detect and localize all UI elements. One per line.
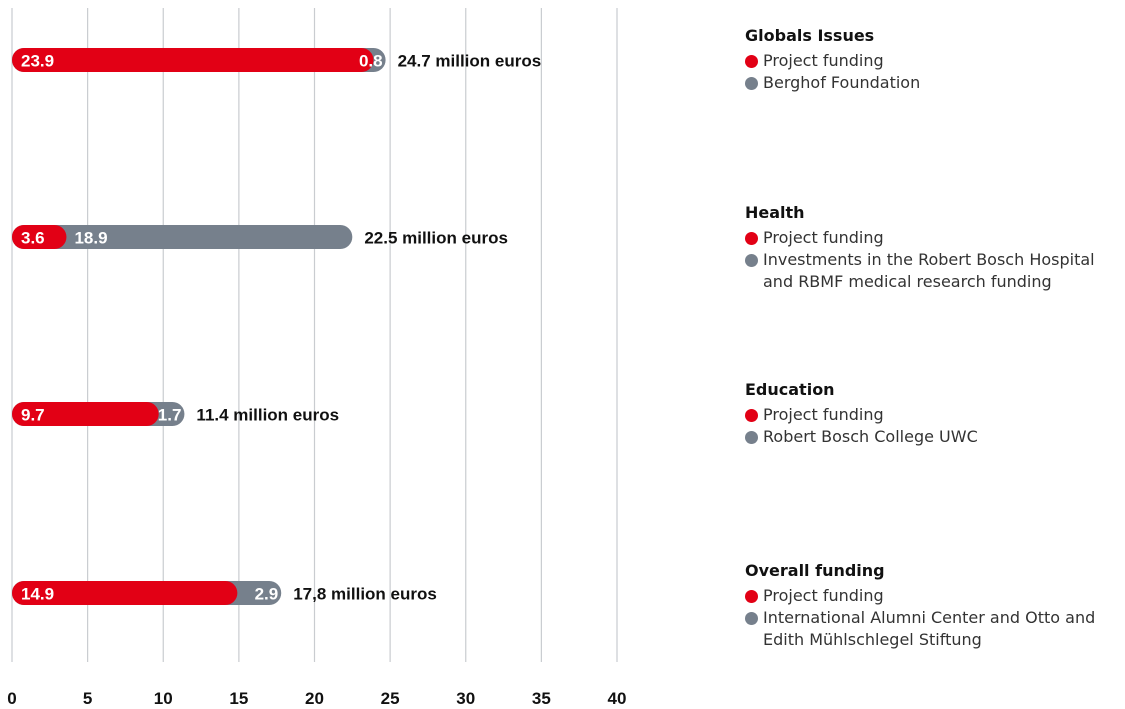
legend-group-title: Overall funding (745, 561, 885, 580)
bar-value-label: 0.8 (359, 52, 383, 71)
legend-item-hospital-investments: Investments in the Robert Bosch Hospital… (745, 249, 1120, 293)
legend-group-global-issues: Globals Issues Project funding Berghof F… (745, 26, 1120, 94)
x-tick-label: 20 (305, 689, 324, 708)
bar-total-label: 22.5 million euros (364, 229, 508, 248)
bar-segment-project-funding (12, 48, 374, 72)
bar-group: 23.9 0.8 24.7 million euros (12, 48, 541, 72)
x-tick-label: 5 (83, 689, 92, 708)
legend-group-title: Education (745, 380, 835, 399)
legend-group-overall-funding: Overall funding Project funding Internat… (745, 561, 1120, 651)
red-dot-icon (745, 232, 758, 245)
legend-group-title: Health (745, 203, 805, 222)
bar-segment-project-funding (12, 225, 67, 249)
legend-item-label: Project funding (763, 586, 884, 605)
legend-item-project-funding: Project funding (745, 404, 1120, 426)
legend-item-label: Berghof Foundation (763, 73, 921, 92)
gray-dot-icon (745, 431, 758, 444)
legend-item-label: Project funding (763, 51, 884, 70)
legend-item-label: Robert Bosch College UWC (763, 427, 978, 446)
bar-total-label: 24.7 million euros (398, 52, 542, 71)
bar-value-label: 3.6 (21, 229, 45, 248)
legend-item-alumni-center: International Alumni Center and Otto and… (745, 607, 1120, 651)
bar-value-label: 2.9 (255, 585, 279, 604)
grid-lines (11, 8, 618, 662)
legend-item-label: Investments in the Robert Bosch Hospital… (763, 250, 1095, 291)
x-tick-label: 30 (456, 689, 475, 708)
x-tick-label: 15 (229, 689, 248, 708)
x-tick-label: 0 (7, 689, 16, 708)
bar-value-label: 14.9 (21, 585, 54, 604)
bar-segment-secondary (12, 225, 353, 249)
bar-segment-project-funding (12, 581, 238, 605)
legend-group-health: Health Project funding Investments in th… (745, 203, 1120, 293)
bar-value-label: 23.9 (21, 52, 54, 71)
x-tick-label: 10 (154, 689, 173, 708)
x-tick-label: 40 (608, 689, 627, 708)
bar-value-label: 9.7 (21, 406, 45, 425)
x-axis-tick-labels: 0 5 10 15 20 25 30 35 40 (7, 689, 626, 708)
bar-group: 3.6 18.9 22.5 million euros (12, 225, 508, 249)
legend-item-label: Project funding (763, 228, 884, 247)
bar-total-label: 17,8 million euros (293, 585, 437, 604)
x-tick-label: 35 (532, 689, 551, 708)
gray-dot-icon (745, 254, 758, 267)
legend-group-title: Globals Issues (745, 26, 875, 45)
funding-bar-chart: 23.9 0.8 24.7 million euros 3.6 18.9 22.5 mil… (7, 8, 626, 708)
bar-total-label: 11.4 million euros (196, 406, 339, 425)
red-dot-icon (745, 55, 758, 68)
bar-value-label: 18.9 (74, 229, 107, 248)
gray-dot-icon (745, 612, 758, 625)
bar-group: 9.7 1.7 11.4 million euros (12, 402, 339, 426)
legend-item-project-funding: Project funding (745, 585, 1120, 607)
bar-group: 14.9 2.9 17,8 million euros (12, 581, 437, 605)
legend-item-label: Project funding (763, 405, 884, 424)
legend-item-project-funding: Project funding (745, 50, 1120, 72)
bar-segment-project-funding (12, 402, 159, 426)
bars: 23.9 0.8 24.7 million euros 3.6 18.9 22.5 mil… (12, 48, 541, 605)
legend-group-education: Education Project funding Robert Bosch C… (745, 380, 1120, 448)
red-dot-icon (745, 590, 758, 603)
legend-item-robert-bosch-college: Robert Bosch College UWC (745, 426, 1120, 448)
x-tick-label: 25 (381, 689, 400, 708)
gray-dot-icon (745, 77, 758, 90)
bar-value-label: 1.7 (158, 406, 182, 425)
red-dot-icon (745, 409, 758, 422)
legend-item-project-funding: Project funding (745, 227, 1120, 249)
legend-item-berghof-foundation: Berghof Foundation (745, 72, 1120, 94)
legend-item-label: International Alumni Center and Otto and… (763, 608, 1096, 649)
